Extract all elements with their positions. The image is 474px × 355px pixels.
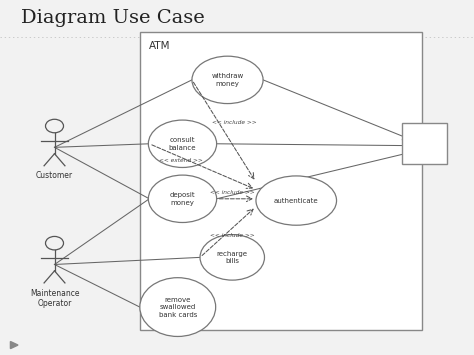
Text: Customer: Customer [36,171,73,180]
Ellipse shape [256,176,337,225]
Ellipse shape [140,278,216,337]
Text: << extend >>: << extend >> [159,158,203,163]
Ellipse shape [200,235,264,280]
Text: Diagram Use Case: Diagram Use Case [21,9,205,27]
Text: consult
balance: consult balance [169,137,196,151]
Ellipse shape [192,56,263,104]
Bar [140,32,422,330]
Text: recharge
bills: recharge bills [217,251,248,264]
Text: << include >>: << include >> [212,120,257,125]
Bar [402,124,447,164]
Text: deposit
money: deposit money [170,192,195,206]
Ellipse shape [148,175,217,223]
Text: << include >>: << include >> [210,190,255,195]
Text: withdraw
money: withdraw money [211,73,244,87]
Ellipse shape [148,120,217,168]
Polygon shape [10,342,18,349]
Text: << include >>: << include >> [210,233,255,237]
Text: remove
swallowed
bank cards: remove swallowed bank cards [159,296,197,318]
Text: authenticate: authenticate [274,198,319,203]
Text: ATM: ATM [149,41,171,51]
Text: << actor >>
BankSys: << actor >> BankSys [401,137,447,150]
Text: Maintenance
Operator: Maintenance Operator [30,289,79,308]
